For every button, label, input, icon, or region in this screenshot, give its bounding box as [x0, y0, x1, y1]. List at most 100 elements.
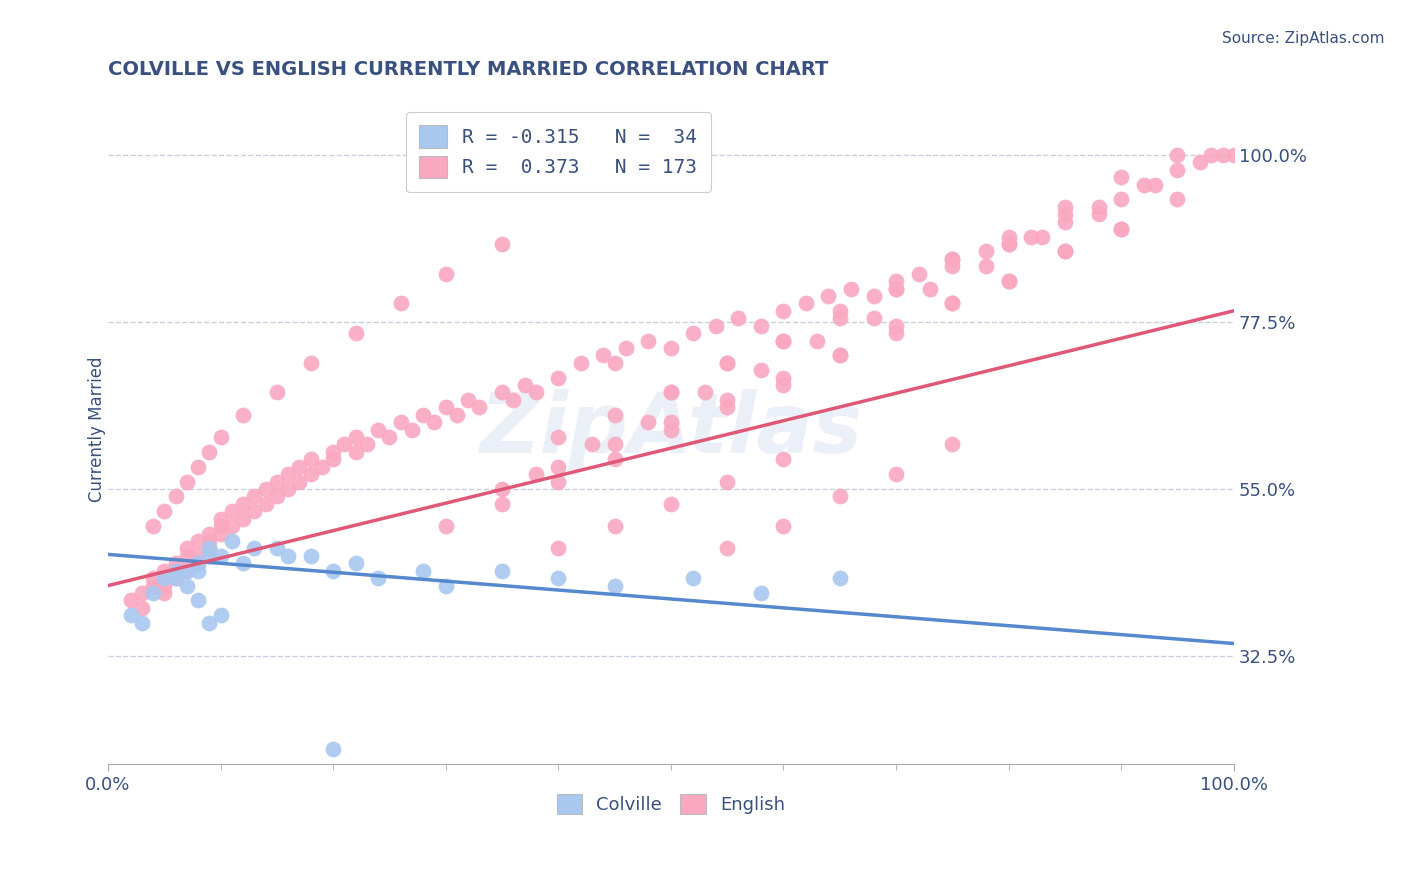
Point	[716, 541, 738, 556]
Point	[165, 490, 187, 504]
Point	[176, 578, 198, 592]
Point	[221, 519, 243, 533]
Point	[187, 534, 209, 549]
Point	[131, 600, 153, 615]
Point	[806, 334, 828, 348]
Point	[288, 475, 311, 489]
Point	[1166, 193, 1188, 207]
Point	[187, 564, 209, 578]
Point	[446, 408, 468, 422]
Point	[322, 742, 344, 756]
Point	[862, 289, 884, 303]
Point	[176, 549, 198, 563]
Point	[547, 571, 569, 585]
Point	[153, 578, 176, 592]
Point	[772, 334, 794, 348]
Point	[187, 557, 209, 571]
Point	[389, 415, 412, 429]
Point	[907, 267, 929, 281]
Point	[828, 311, 851, 326]
Point	[772, 519, 794, 533]
Point	[378, 430, 401, 444]
Point	[165, 571, 187, 585]
Point	[974, 259, 997, 273]
Point	[277, 549, 299, 563]
Point	[659, 415, 682, 429]
Point	[367, 423, 389, 437]
Point	[693, 385, 716, 400]
Point	[884, 281, 907, 295]
Point	[682, 326, 704, 340]
Point	[828, 571, 851, 585]
Point	[389, 296, 412, 310]
Point	[209, 608, 232, 623]
Point	[1031, 229, 1053, 244]
Point	[142, 571, 165, 585]
Point	[367, 571, 389, 585]
Point	[547, 430, 569, 444]
Point	[198, 549, 221, 563]
Point	[1199, 148, 1222, 162]
Point	[344, 430, 367, 444]
Point	[221, 504, 243, 518]
Point	[344, 445, 367, 459]
Point	[187, 593, 209, 607]
Point	[592, 348, 614, 362]
Point	[794, 296, 817, 310]
Point	[1109, 222, 1132, 236]
Point	[243, 541, 266, 556]
Point	[1166, 148, 1188, 162]
Point	[941, 252, 963, 266]
Point	[603, 408, 626, 422]
Point	[1053, 244, 1076, 259]
Point	[131, 615, 153, 630]
Point	[997, 274, 1019, 288]
Point	[277, 467, 299, 482]
Point	[1109, 170, 1132, 185]
Point	[569, 356, 592, 370]
Point	[198, 541, 221, 556]
Point	[716, 356, 738, 370]
Point	[1053, 200, 1076, 214]
Point	[828, 348, 851, 362]
Point	[1188, 155, 1211, 169]
Point	[491, 482, 513, 496]
Point	[434, 267, 457, 281]
Point	[727, 311, 749, 326]
Text: Source: ZipAtlas.com: Source: ZipAtlas.com	[1222, 31, 1385, 46]
Point	[142, 578, 165, 592]
Point	[1143, 178, 1166, 192]
Point	[1212, 148, 1234, 162]
Point	[356, 437, 378, 451]
Point	[254, 482, 277, 496]
Point	[941, 296, 963, 310]
Point	[120, 608, 142, 623]
Point	[299, 467, 322, 482]
Point	[637, 334, 659, 348]
Point	[187, 549, 209, 563]
Point	[131, 586, 153, 600]
Point	[165, 571, 187, 585]
Point	[120, 593, 142, 607]
Point	[266, 541, 288, 556]
Point	[209, 526, 232, 541]
Point	[524, 385, 547, 400]
Point	[165, 557, 187, 571]
Point	[491, 385, 513, 400]
Point	[1223, 148, 1246, 162]
Point	[716, 401, 738, 415]
Point	[1087, 207, 1109, 221]
Point	[1132, 178, 1154, 192]
Point	[547, 475, 569, 489]
Point	[221, 534, 243, 549]
Point	[659, 385, 682, 400]
Point	[1053, 215, 1076, 229]
Point	[209, 549, 232, 563]
Point	[1087, 200, 1109, 214]
Point	[165, 564, 187, 578]
Point	[187, 557, 209, 571]
Point	[412, 408, 434, 422]
Point	[603, 452, 626, 467]
Point	[817, 289, 839, 303]
Point	[401, 423, 423, 437]
